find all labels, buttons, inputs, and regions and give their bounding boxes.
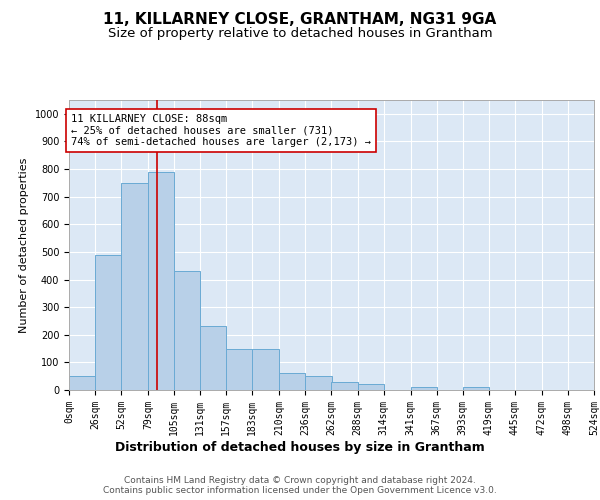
Text: Contains HM Land Registry data © Crown copyright and database right 2024.
Contai: Contains HM Land Registry data © Crown c… (103, 476, 497, 495)
Text: 11 KILLARNEY CLOSE: 88sqm
← 25% of detached houses are smaller (731)
74% of semi: 11 KILLARNEY CLOSE: 88sqm ← 25% of detac… (71, 114, 371, 147)
Text: Size of property relative to detached houses in Grantham: Size of property relative to detached ho… (107, 28, 493, 40)
Bar (95, 254, 121, 390)
Text: Distribution of detached houses by size in Grantham: Distribution of detached houses by size … (115, 441, 485, 454)
Bar (253, 348, 280, 390)
Bar (226, 348, 253, 390)
Bar (305, 376, 331, 390)
Bar (463, 387, 489, 390)
Bar (174, 271, 200, 390)
Y-axis label: Number of detached properties: Number of detached properties (19, 158, 29, 332)
Bar (280, 374, 305, 390)
Bar (148, 172, 174, 390)
Text: 11, KILLARNEY CLOSE, GRANTHAM, NG31 9GA: 11, KILLARNEY CLOSE, GRANTHAM, NG31 9GA (103, 12, 497, 28)
Bar (200, 326, 226, 390)
Bar (410, 387, 437, 390)
Bar (331, 382, 358, 390)
Bar (121, 183, 148, 390)
Bar (69, 376, 95, 390)
Bar (358, 384, 383, 390)
